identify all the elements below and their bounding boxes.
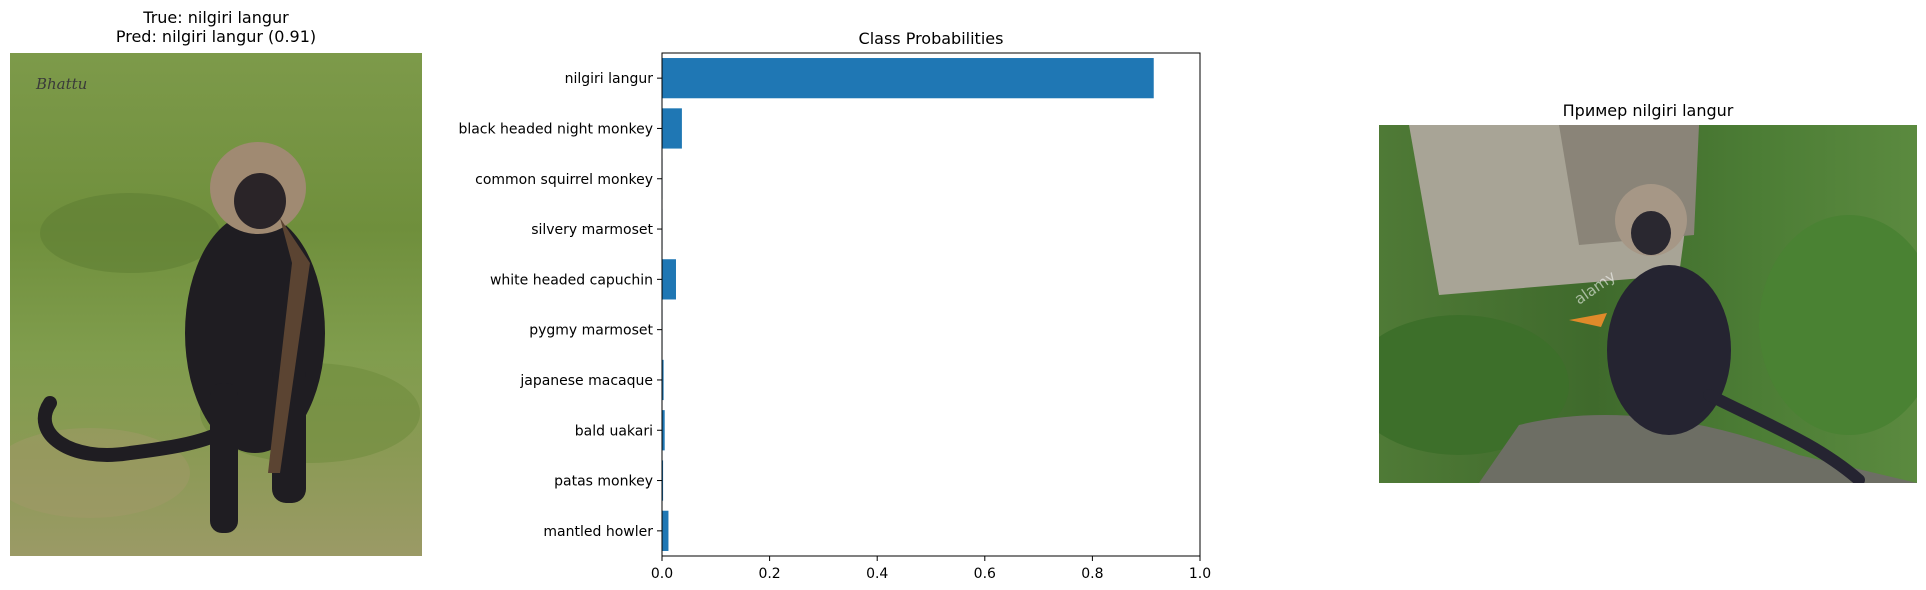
plot-frame — [661, 52, 1201, 557]
bar-bald-uakari — [662, 410, 665, 451]
y-tick-label: japanese macaque — [519, 373, 653, 389]
true-label: True: nilgiri langur — [143, 8, 289, 27]
y-tick-label: mantled howler — [543, 524, 653, 540]
x-tick-label: 0.0 — [651, 566, 673, 582]
bar-mantled-howler — [662, 510, 669, 551]
y-tick-label: patas monkey — [554, 474, 653, 490]
photo-watermark-left: Bhattu — [35, 75, 87, 93]
bar-patas-monkey — [662, 460, 664, 501]
bar-nilgiri-langur — [662, 58, 1154, 99]
right-panel-title: Пример nilgiri langur — [1562, 101, 1734, 120]
y-tick-label: nilgiri langur — [565, 71, 654, 87]
x-tick-label: 1.0 — [1189, 566, 1211, 582]
pred-label: Pred: nilgiri langur (0.91) — [115, 27, 317, 46]
example-image: alamy — [1379, 125, 1917, 483]
y-tick-label: silvery marmoset — [531, 222, 653, 238]
test-image: Bhattu — [10, 53, 422, 556]
y-tick-label: common squirrel monkey — [475, 172, 653, 188]
bar-japanese-macaque — [662, 359, 664, 401]
y-tick-label: black headed night monkey — [458, 121, 653, 137]
x-tick-label: 0.8 — [1081, 566, 1103, 582]
y-tick-label: pygmy marmoset — [529, 323, 653, 339]
left-panel-title: True: nilgiri langur Pred: nilgiri langu… — [10, 8, 422, 46]
y-tick-label: white headed capuchin — [490, 272, 653, 288]
x-tick-label: 0.6 — [974, 566, 996, 582]
bar-black-headed-night-monkey — [662, 108, 682, 149]
y-tick-label: bald uakari — [575, 423, 653, 439]
chart-title: Class Probabilities — [859, 29, 1004, 48]
x-tick-label: 0.2 — [758, 566, 780, 582]
bar-white-headed-capuchin — [662, 259, 676, 300]
example-photo-illustration: alamy — [1379, 125, 1917, 483]
x-tick-label: 0.4 — [866, 566, 888, 582]
langur-photo-illustration: Bhattu — [10, 75, 420, 533]
